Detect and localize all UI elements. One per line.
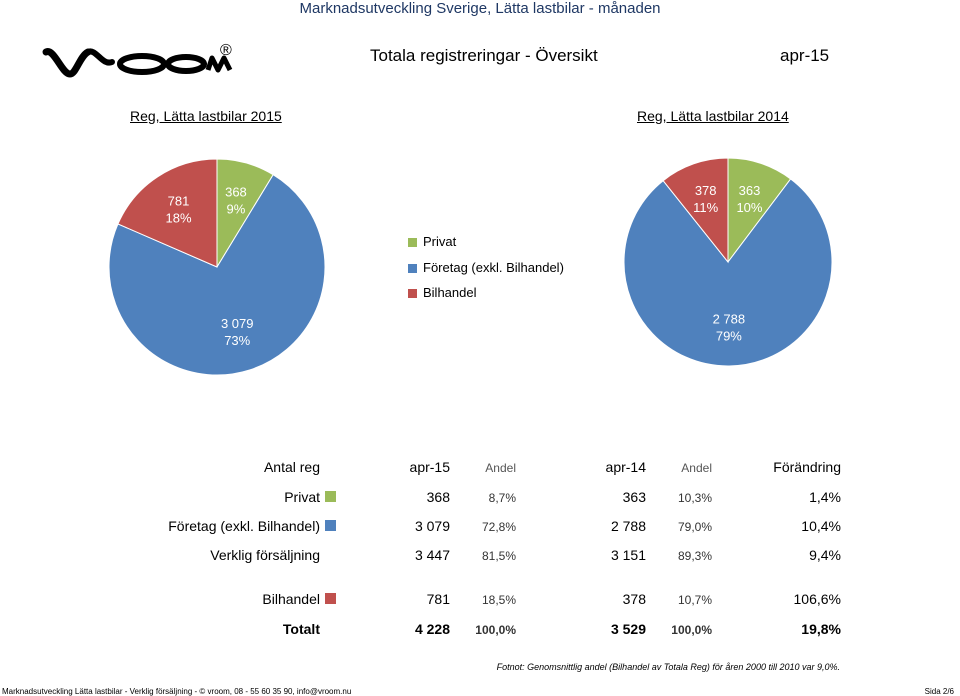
legend-label-bilhandel: Bilhandel	[423, 285, 477, 300]
row-swatch-foretag	[325, 520, 336, 531]
pie-pct-label: 10%	[736, 200, 762, 215]
cell: 3 447	[414, 547, 450, 563]
pie-data-label: 363	[739, 183, 761, 198]
pie-2014: 363 10% 2 788 79% 378 11%	[623, 157, 833, 367]
row-label-foretag: Företag (exkl. Bilhandel)	[168, 518, 320, 534]
table-header-change: Förändring	[773, 459, 841, 475]
cell: 106,6%	[793, 591, 841, 607]
table-header-a2: Andel	[681, 461, 712, 475]
table-header-label: Antal reg	[263, 459, 320, 475]
page-title: Totala registreringar - Översikt	[370, 46, 598, 65]
pie-data-label: 3 079	[221, 316, 254, 331]
legend-label-privat: Privat	[423, 234, 457, 249]
cell: 9,4%	[809, 547, 841, 563]
pie-data-label: 781	[168, 193, 190, 208]
row-label-privat: Privat	[284, 489, 320, 505]
cell: 19,8%	[801, 621, 841, 637]
legend-swatch-foretag	[408, 264, 417, 274]
period-label: apr-15	[780, 46, 830, 65]
table-header-a1: Andel	[485, 461, 516, 475]
row-swatch-bilhandel	[325, 593, 336, 604]
table-header-p1: apr-15	[409, 459, 450, 475]
row-label-verklig: Verklig försäljning	[210, 547, 320, 563]
row-label-totalt: Totalt	[282, 621, 320, 637]
pie-pct-label: 9%	[227, 201, 246, 216]
cell: 4 228	[414, 621, 450, 637]
page-number: Sida 2/6	[924, 687, 954, 696]
cell: 10,4%	[801, 518, 841, 534]
cell: 378	[622, 591, 646, 607]
cell: 72,8%	[481, 520, 516, 534]
cell: 79,0%	[677, 520, 712, 534]
row-label-bilhandel: Bilhandel	[262, 591, 320, 607]
cell: 8,7%	[488, 491, 516, 505]
pie-charts: 368 9% 3 079 73% 781 18% 363 10% 2 788 79% 378 11%	[108, 157, 833, 376]
cell: 781	[426, 591, 450, 607]
legend-item-privat: Privat	[408, 234, 456, 249]
legend-item-bilhandel: Bilhandel	[408, 285, 477, 300]
chart-title-2015: Reg, Lätta lastbilar 2015	[130, 108, 282, 124]
legend-swatch-privat	[408, 238, 417, 248]
cell: 89,3%	[677, 549, 712, 563]
legend-item-foretag: Företag (exkl. Bilhandel)	[408, 260, 564, 275]
cell: 3 151	[610, 547, 646, 563]
pie-slice-bilhandel	[662, 157, 729, 264]
cell: 3 529	[610, 621, 646, 637]
cell: 100,0%	[475, 623, 516, 637]
pie-slice-foretag	[623, 178, 833, 367]
pie-2015: 368 9% 3 079 73% 781 18%	[108, 158, 326, 376]
cell: 3 079	[414, 518, 450, 534]
registered-mark: ®	[220, 42, 232, 59]
pie-data-label: 378	[695, 183, 717, 198]
cell: 368	[426, 489, 450, 505]
footnote: Fotnot: Genomsnittlig andel (Bilhandel a…	[496, 662, 840, 672]
cell: 2 788	[610, 518, 646, 534]
pie-data-label: 2 788	[713, 311, 746, 326]
cell: 10,3%	[677, 491, 712, 505]
cell: 100,0%	[671, 623, 712, 637]
pie-pct-label: 11%	[693, 200, 718, 215]
legend-swatch-bilhandel	[408, 289, 417, 299]
pie-pct-label: 18%	[165, 210, 191, 225]
cell: 10,7%	[677, 593, 712, 607]
pie-slice-foretag	[108, 174, 326, 376]
report-title: Marknadsutveckling Sverige, Lätta lastbi…	[299, 0, 661, 17]
pie-slice-bilhandel	[117, 158, 218, 268]
legend-label-foretag: Företag (exkl. Bilhandel)	[423, 260, 564, 275]
footer-text: Marknadsutveckling Lätta lastbilar - Ver…	[2, 687, 352, 696]
chart-title-2014: Reg, Lätta lastbilar 2014	[637, 108, 789, 124]
table-header-p2: apr-14	[605, 459, 646, 475]
cell: 363	[622, 489, 646, 505]
cell: 81,5%	[481, 549, 516, 563]
pie-pct-label: 73%	[224, 333, 250, 348]
row-swatch-privat	[325, 491, 336, 502]
pie-data-label: 368	[225, 184, 247, 199]
cell: 18,5%	[481, 593, 516, 607]
pie-pct-label: 79%	[716, 328, 742, 343]
cell: 1,4%	[809, 489, 841, 505]
vroom-logo: ®	[40, 40, 255, 93]
